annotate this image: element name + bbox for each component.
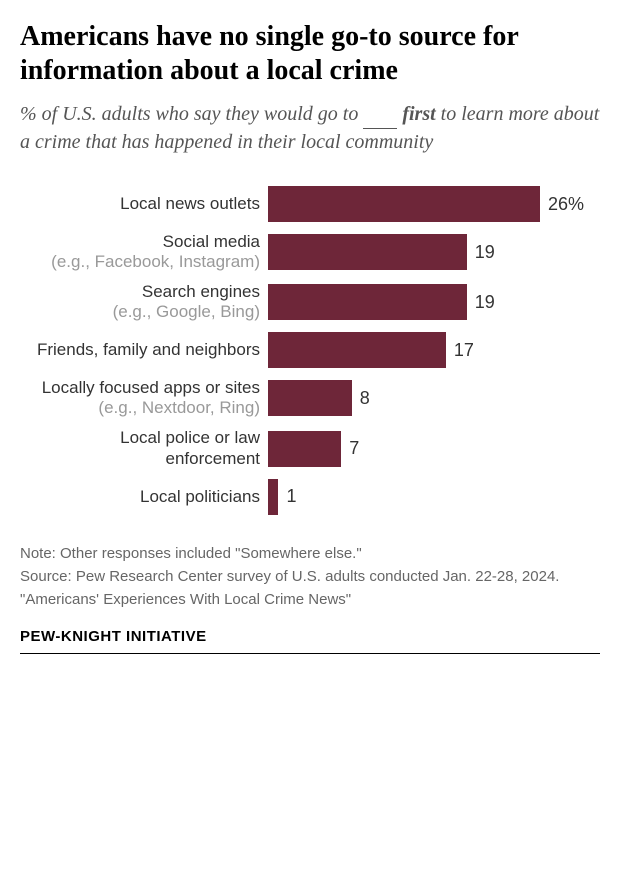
reference-text: "Americans' Experiences With Local Crime… <box>20 589 600 610</box>
row-label-wrap: Social media(e.g., Facebook, Instagram) <box>20 232 268 272</box>
row-sublabel: (e.g., Facebook, Instagram) <box>20 252 260 272</box>
row-bar <box>268 332 446 368</box>
row-value: 7 <box>349 438 359 459</box>
row-bar-wrap: 19 <box>268 234 600 270</box>
subtitle-highlight: first <box>402 103 435 125</box>
row-value: 19 <box>475 242 495 263</box>
row-sublabel: (e.g., Nextdoor, Ring) <box>20 398 260 418</box>
row-value: 1 <box>286 486 296 507</box>
row-label: Locally focused apps or sites <box>20 378 260 398</box>
chart-subtitle: % of U.S. adults who say they would go t… <box>20 101 600 156</box>
row-bar <box>268 380 352 416</box>
chart-title: Americans have no single go-to source fo… <box>20 20 600 87</box>
row-label-wrap: Locally focused apps or sites(e.g., Next… <box>20 378 268 418</box>
row-label-line2: enforcement <box>20 449 260 469</box>
chart-row: Social media(e.g., Facebook, Instagram) 1… <box>20 232 600 272</box>
row-label: Local news outlets <box>20 194 260 214</box>
subtitle-prefix: % of U.S. adults who say they would go t… <box>20 103 363 125</box>
chart-row: Local police or lawenforcement 7 <box>20 428 600 468</box>
source-text: Source: Pew Research Center survey of U.… <box>20 566 600 587</box>
row-value: 19 <box>475 292 495 313</box>
chart-row: Local news outlets 26% <box>20 186 600 222</box>
row-label: Social media <box>20 232 260 252</box>
row-bar-wrap: 7 <box>268 431 600 467</box>
bar-chart: Local news outlets26%Social media(e.g., … <box>20 186 600 514</box>
row-bar-wrap: 1 <box>268 479 600 515</box>
row-label-wrap: Friends, family and neighbors <box>20 340 268 360</box>
row-bar-wrap: 8 <box>268 380 600 416</box>
row-bar-wrap: 17 <box>268 332 600 368</box>
row-value: 26% <box>548 194 584 215</box>
row-value: 8 <box>360 388 370 409</box>
row-label: Friends, family and neighbors <box>20 340 260 360</box>
row-label-wrap: Local politicians <box>20 487 268 507</box>
initiative-label: PEW-KNIGHT INITIATIVE <box>20 628 600 645</box>
row-bar <box>268 186 540 222</box>
chart-row: Local politicians 1 <box>20 479 600 515</box>
note-text: Note: Other responses included "Somewher… <box>20 543 600 564</box>
row-label-wrap: Local police or lawenforcement <box>20 428 268 468</box>
row-label: Local police or law <box>20 428 260 448</box>
row-bar-wrap: 26% <box>268 186 600 222</box>
chart-row: Search engines(e.g., Google, Bing) 19 <box>20 282 600 322</box>
bottom-rule <box>20 653 600 654</box>
row-bar <box>268 234 467 270</box>
row-bar-wrap: 19 <box>268 284 600 320</box>
chart-row: Locally focused apps or sites(e.g., Next… <box>20 378 600 418</box>
row-label: Search engines <box>20 282 260 302</box>
row-label: Local politicians <box>20 487 260 507</box>
row-sublabel: (e.g., Google, Bing) <box>20 302 260 322</box>
row-label-wrap: Search engines(e.g., Google, Bing) <box>20 282 268 322</box>
row-value: 17 <box>454 340 474 361</box>
subtitle-blank <box>363 101 397 129</box>
row-label-wrap: Local news outlets <box>20 194 268 214</box>
chart-row: Friends, family and neighbors 17 <box>20 332 600 368</box>
row-bar <box>268 479 278 515</box>
row-bar <box>268 431 341 467</box>
row-bar <box>268 284 467 320</box>
